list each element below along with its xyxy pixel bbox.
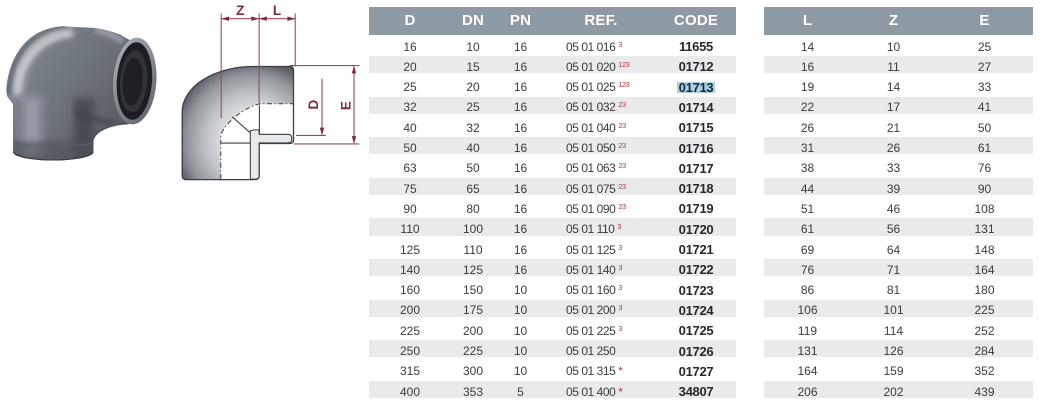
svg-text:L: L — [273, 3, 281, 18]
svg-text:E: E — [339, 101, 354, 110]
svg-text:D: D — [306, 99, 321, 109]
svg-text:Z: Z — [236, 3, 244, 18]
